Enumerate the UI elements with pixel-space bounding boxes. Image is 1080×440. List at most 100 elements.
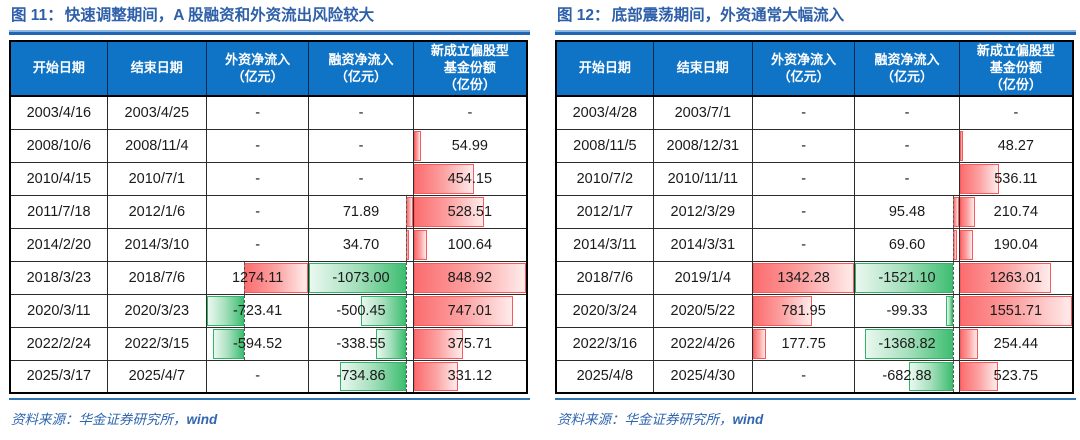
cell-value: -99.33 bbox=[886, 302, 928, 319]
cell-value: 2012/3/29 bbox=[670, 203, 736, 220]
column-header: 新成立偏股型 基金份额 （亿份） bbox=[412, 40, 528, 97]
cell-value: 523.75 bbox=[993, 368, 1039, 385]
figure-12-panel: 图 12： 底部震荡期间，外资通常大幅流入 开始日期 结束日期 外资净流入 （亿元）融… bbox=[555, 0, 1076, 428]
source-suffix: wind bbox=[732, 412, 764, 427]
column-header: 外资净流入 （亿元） bbox=[751, 40, 856, 97]
value-cell: -1368.82 bbox=[854, 326, 960, 361]
source-label: 资料来源： bbox=[11, 412, 79, 427]
cell-value: 1342.28 bbox=[777, 269, 830, 286]
date-cell: 2025/3/17 bbox=[9, 359, 108, 394]
positive-databar bbox=[414, 196, 484, 227]
cell-value: - bbox=[255, 170, 261, 187]
cell-value: 2022/3/15 bbox=[124, 335, 190, 352]
value-cell: 100.64 bbox=[412, 227, 528, 262]
cell-value: - bbox=[904, 137, 910, 154]
date-cell: 2020/5/22 bbox=[652, 293, 753, 328]
negative-databar bbox=[855, 262, 953, 293]
table-row: 2003/4/16 2003/4/25 - - - bbox=[9, 95, 528, 130]
zero-axis-line bbox=[406, 196, 408, 227]
table-row: 2020/3/24 2020/5/22 781.95 -99.33 1551.71 bbox=[555, 293, 1074, 328]
value-cell: -338.55 bbox=[308, 326, 414, 361]
cell-value: 331.12 bbox=[447, 368, 493, 385]
date-cell: 2025/4/30 bbox=[652, 359, 753, 394]
value-cell: - bbox=[205, 194, 310, 229]
date-cell: 2008/12/31 bbox=[652, 128, 753, 163]
positive-databar bbox=[960, 361, 998, 391]
value-cell: 210.74 bbox=[958, 194, 1074, 229]
cell-value: 375.71 bbox=[447, 335, 493, 352]
zero-axis-line bbox=[952, 328, 954, 359]
figure-11-table: 开始日期 结束日期 外资净流入 （亿元） 融资净流入 （亿元） 新成立偏股型 基金份额 … bbox=[9, 40, 528, 394]
cell-value: 2014/3/11 bbox=[573, 236, 637, 253]
date-cell: 2025/4/7 bbox=[106, 359, 207, 394]
zero-axis-line bbox=[952, 229, 954, 260]
cell-value: - bbox=[904, 170, 910, 187]
table-row: 2010/7/2 2010/11/11 - - 536.11 bbox=[555, 161, 1074, 196]
value-cell: - bbox=[751, 194, 856, 229]
value-cell: -723.41 bbox=[205, 293, 310, 328]
positive-databar bbox=[414, 328, 464, 359]
negative-databar bbox=[309, 262, 407, 293]
zero-axis-line bbox=[952, 361, 954, 392]
cell-value: - bbox=[255, 203, 261, 220]
column-header: 融资净流入 （亿元） bbox=[854, 40, 960, 97]
negative-databar bbox=[865, 328, 953, 359]
source-note: 资料来源：华金证券研究所，wind bbox=[11, 408, 530, 428]
cell-value: 2003/4/28 bbox=[572, 104, 638, 121]
date-cell: 2008/11/5 bbox=[555, 128, 654, 163]
table-row: 2018/3/23 2018/7/6 1274.11 -1073.00 848.92 bbox=[9, 260, 528, 295]
table-body: 2003/4/28 2003/7/1 - - - 2008/11/5 2008/12/31 -… bbox=[555, 95, 1074, 394]
cell-value: 2025/4/30 bbox=[670, 368, 736, 385]
cell-value: 2010/7/2 bbox=[576, 170, 634, 187]
cell-value: -723.41 bbox=[233, 302, 283, 319]
date-cell: 2018/3/23 bbox=[9, 260, 108, 295]
cell-value: 454.15 bbox=[447, 170, 493, 187]
value-cell: - bbox=[308, 128, 414, 163]
date-cell: 2022/4/26 bbox=[652, 326, 753, 361]
negative-databar bbox=[375, 328, 407, 359]
table-row: 2011/7/18 2012/1/6 - 71.89 528.51 bbox=[9, 194, 528, 229]
cell-value: - bbox=[467, 104, 473, 121]
cell-value: - bbox=[255, 104, 261, 121]
cell-value: 2008/12/31 bbox=[666, 137, 740, 154]
value-cell: -1073.00 bbox=[308, 260, 414, 295]
table-row: 2022/2/24 2022/3/15 -594.52 -338.55 375.71 bbox=[9, 326, 528, 361]
negative-databar bbox=[207, 295, 244, 326]
source-divider bbox=[9, 398, 530, 400]
table-row: 2014/2/20 2014/3/10 - 34.70 100.64 bbox=[9, 227, 528, 262]
cell-value: 2018/7/6 bbox=[128, 269, 186, 286]
date-cell: 2012/3/29 bbox=[652, 194, 753, 229]
value-cell: 1263.01 bbox=[958, 260, 1074, 295]
zero-axis-line bbox=[952, 196, 954, 227]
cell-value: - bbox=[255, 368, 261, 385]
date-cell: 2014/3/10 bbox=[106, 227, 207, 262]
source-label: 资料来源： bbox=[557, 412, 625, 427]
value-cell: 375.71 bbox=[412, 326, 528, 361]
value-cell: - bbox=[205, 95, 310, 130]
cell-value: - bbox=[801, 104, 807, 121]
cell-value: 2008/10/6 bbox=[26, 137, 92, 154]
zero-axis-line bbox=[243, 262, 245, 293]
cell-value: 2003/4/25 bbox=[124, 104, 190, 121]
value-cell: 781.95 bbox=[751, 293, 856, 328]
date-cell: 2010/7/2 bbox=[555, 161, 654, 196]
zero-axis-line bbox=[952, 295, 954, 326]
cell-value: 2025/4/8 bbox=[576, 368, 634, 385]
date-cell: 2012/1/7 bbox=[555, 194, 654, 229]
cell-value: - bbox=[801, 236, 807, 253]
value-cell: 454.15 bbox=[412, 161, 528, 196]
value-cell: - bbox=[751, 227, 856, 262]
source-org: 华金证券研究所， bbox=[78, 412, 187, 427]
value-cell: - bbox=[751, 128, 856, 163]
cell-value: - bbox=[1013, 104, 1019, 121]
figure-11-label: 图 11： bbox=[11, 7, 63, 24]
value-cell: 69.60 bbox=[854, 227, 960, 262]
cell-value: 69.60 bbox=[888, 236, 926, 253]
cell-value: -1368.82 bbox=[878, 335, 936, 352]
cell-value: -338.55 bbox=[336, 335, 386, 352]
cell-value: 2020/3/23 bbox=[124, 302, 190, 319]
cell-value: 2014/3/31 bbox=[670, 236, 736, 253]
negative-databar bbox=[213, 328, 244, 359]
value-cell: 48.27 bbox=[958, 128, 1074, 163]
cell-value: - bbox=[358, 137, 364, 154]
